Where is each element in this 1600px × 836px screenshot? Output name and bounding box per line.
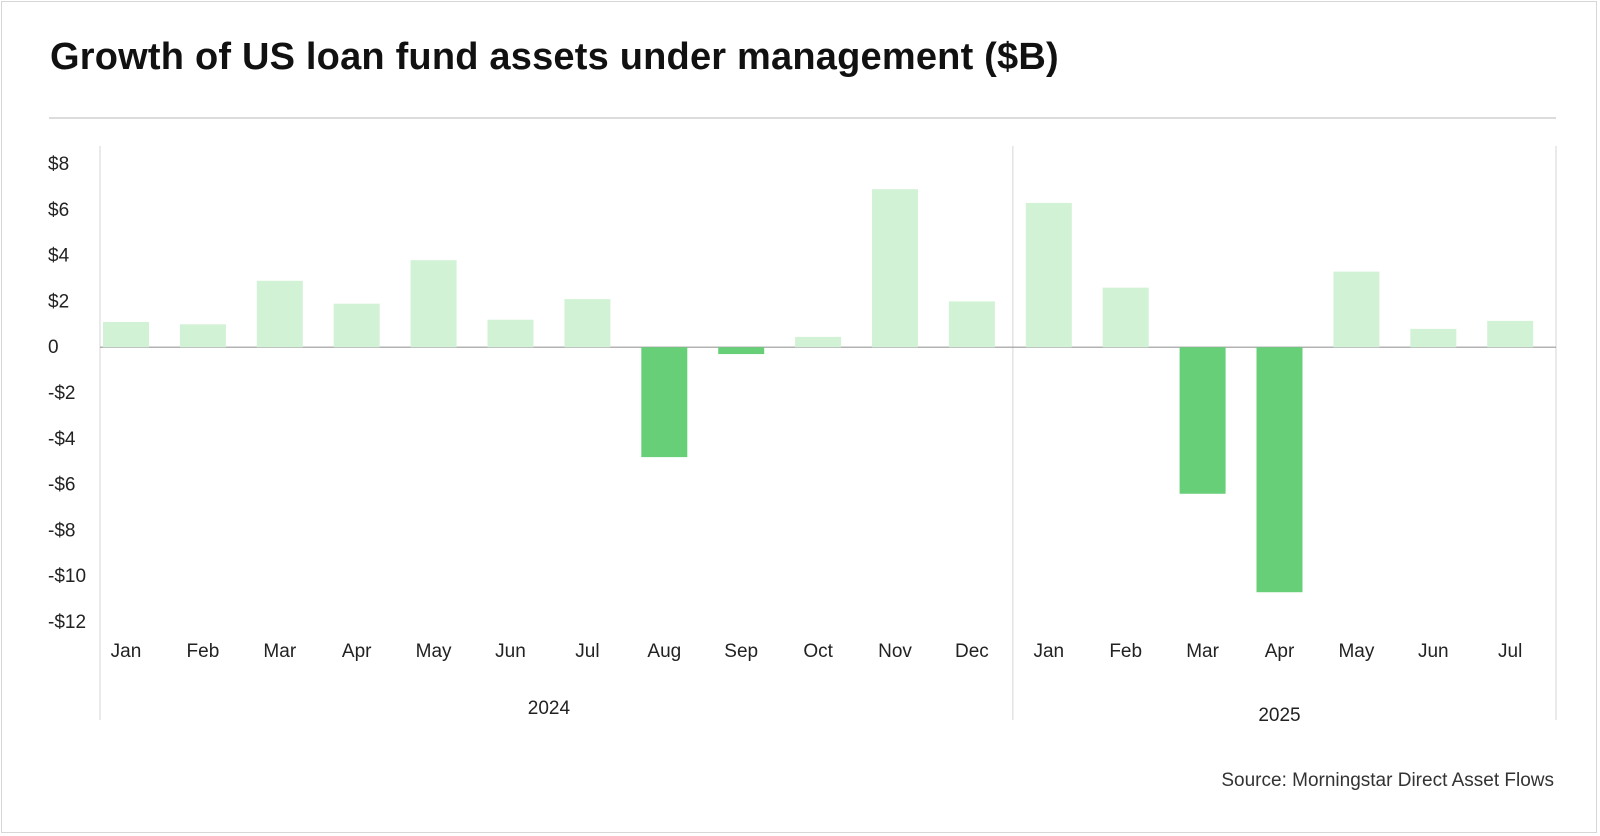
x-tick-label: Nov bbox=[878, 641, 912, 662]
y-tick-label: -$2 bbox=[48, 383, 75, 404]
year-group-label: 2025 bbox=[1258, 705, 1300, 726]
bar bbox=[718, 347, 765, 355]
y-tick-label: $6 bbox=[48, 200, 69, 221]
x-tick-label: Sep bbox=[724, 641, 758, 662]
bar bbox=[1487, 320, 1534, 348]
bar bbox=[1179, 347, 1226, 494]
y-tick-label: $4 bbox=[48, 246, 70, 267]
bar bbox=[1102, 287, 1149, 348]
bar bbox=[103, 322, 149, 348]
bar bbox=[641, 347, 688, 458]
x-tick-label: Feb bbox=[1109, 641, 1142, 662]
bar bbox=[564, 299, 611, 348]
x-tick-label: May bbox=[1338, 641, 1374, 662]
source-note: Source: Morningstar Direct Asset Flows bbox=[1221, 770, 1554, 791]
x-tick-label: Oct bbox=[803, 641, 833, 662]
bar bbox=[1333, 271, 1380, 348]
bar bbox=[333, 303, 380, 348]
y-tick-label: -$10 bbox=[48, 566, 86, 587]
x-tick-label: Mar bbox=[263, 641, 296, 662]
y-tick-label: -$8 bbox=[48, 520, 75, 541]
bar bbox=[795, 336, 842, 348]
y-tick-label: $8 bbox=[48, 154, 69, 175]
bar bbox=[410, 260, 457, 348]
x-tick-label: Mar bbox=[1186, 641, 1219, 662]
chart-title: Growth of US loan fund assets under mana… bbox=[50, 36, 1059, 78]
x-tick-label: Apr bbox=[1265, 641, 1295, 662]
bar bbox=[948, 301, 995, 348]
x-tick-label: Jun bbox=[495, 641, 526, 662]
bar bbox=[872, 189, 918, 348]
y-tick-label: $2 bbox=[48, 291, 69, 312]
x-tick-label: Jul bbox=[1498, 641, 1522, 662]
x-tick-label: Jan bbox=[1033, 641, 1064, 662]
x-tick-label: Jun bbox=[1418, 641, 1449, 662]
x-tick-label: May bbox=[416, 641, 452, 662]
bar bbox=[256, 280, 303, 348]
x-tick-label: Jan bbox=[111, 641, 142, 662]
bar bbox=[487, 319, 534, 348]
bar bbox=[1410, 328, 1457, 348]
chart-bars bbox=[103, 189, 1534, 593]
x-tick-label: Aug bbox=[647, 641, 681, 662]
y-tick-label: -$6 bbox=[48, 475, 75, 496]
x-tick-label: Feb bbox=[187, 641, 220, 662]
chart-labels: $8 $6 $4 $2 0 -$2 -$4 -$6 -$8 -$10 -$12 Jan Feb Mar Ap… bbox=[48, 154, 1522, 726]
year-group-label: 2024 bbox=[528, 698, 571, 719]
x-tick-label: Dec bbox=[955, 641, 989, 662]
bar bbox=[179, 324, 226, 348]
x-tick-label: Jul bbox=[575, 641, 599, 662]
y-tick-label: -$4 bbox=[48, 429, 76, 450]
y-tick-label: 0 bbox=[48, 337, 59, 358]
title-divider bbox=[49, 117, 1556, 119]
chart-axes bbox=[99, 146, 1557, 720]
bar bbox=[1025, 202, 1072, 348]
y-tick-label: -$12 bbox=[48, 612, 86, 633]
x-tick-label: Apr bbox=[342, 641, 372, 662]
bar bbox=[1256, 347, 1303, 593]
